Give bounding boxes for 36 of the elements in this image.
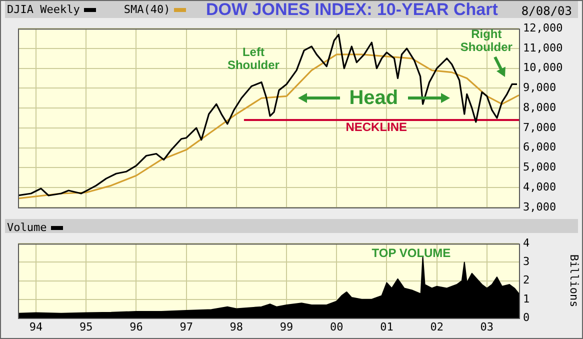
y-tick-label: 4,000	[523, 180, 556, 194]
legend-label: DJIA Weekly	[7, 3, 81, 16]
y-tick-label: 11,000	[523, 41, 563, 54]
y-tick-label: 4	[523, 236, 530, 250]
y-tick-label: 12,000	[523, 21, 563, 34]
x-tick-label: 99	[280, 320, 294, 334]
y-tick-label: 3,000	[523, 200, 556, 214]
x-tick-label: 01	[380, 320, 394, 334]
annotation: Head	[349, 86, 398, 109]
y-axis-title: Billions	[568, 254, 581, 308]
x-tick-label: 00	[330, 320, 344, 334]
annotation: Left Shoulder	[226, 44, 280, 72]
x-tick-label: 97	[180, 320, 193, 334]
legend-label: Volume	[7, 221, 48, 234]
chart-title: DOW JONES INDEX: 10-YEAR Chart	[206, 0, 498, 20]
x-tick-label: 03	[480, 320, 494, 334]
legend-label: SMA(40)	[124, 3, 172, 16]
y-tick-label: 0	[523, 310, 530, 324]
y-tick-label: 3	[523, 255, 530, 268]
y-tick-label: 5,000	[523, 160, 556, 174]
y-tick-label: 6,000	[523, 140, 556, 154]
text: 8/08/03	[521, 4, 572, 18]
x-tick-label: 96	[130, 320, 143, 334]
y-tick-label: 9,000	[523, 81, 556, 94]
annotation: TOP VOLUME	[372, 246, 451, 260]
y-tick-label: 7,000	[523, 120, 556, 134]
x-tick-label: 98	[230, 320, 244, 334]
y-tick-label: 8,000	[523, 100, 556, 114]
x-tick-label: 94	[29, 320, 44, 334]
x-tick-label: 95	[80, 320, 93, 334]
y-tick-label: 2	[523, 274, 530, 287]
annotation: NECKLINE	[346, 120, 408, 134]
x-tick-label: 02	[430, 320, 444, 334]
y-tick-label: 1	[523, 292, 530, 306]
y-tick-label: 10,000	[523, 61, 563, 74]
annotation: Right Shoulder	[459, 27, 514, 54]
